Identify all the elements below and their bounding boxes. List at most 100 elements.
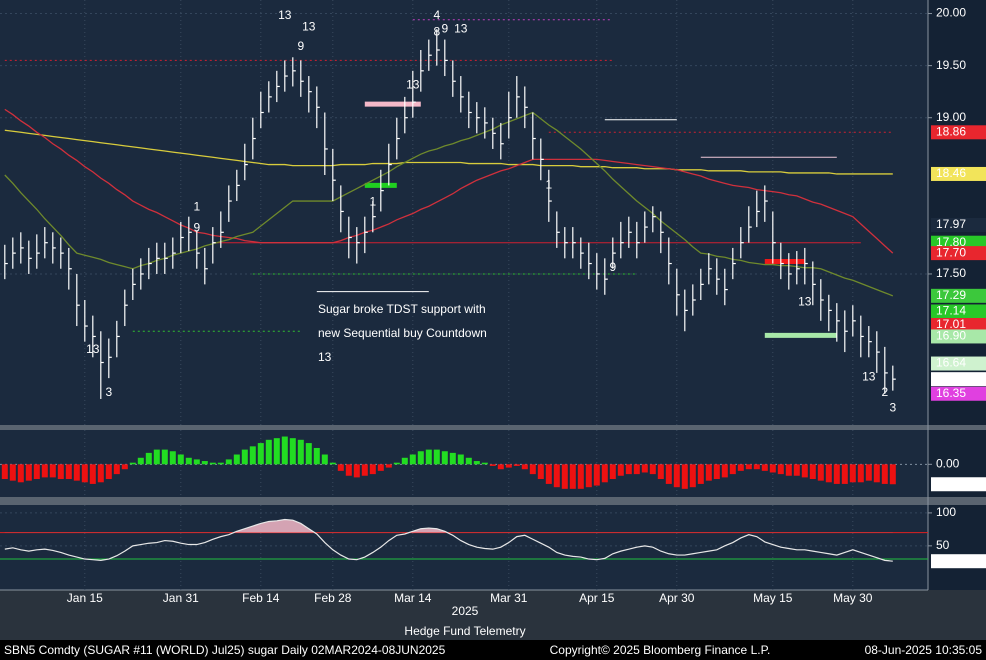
histogram-bar xyxy=(129,462,136,465)
histogram-bar xyxy=(161,449,168,465)
histogram-bar xyxy=(585,464,592,488)
panel-divider xyxy=(0,425,986,430)
histogram-bar xyxy=(321,454,328,465)
histogram-bar xyxy=(865,464,872,481)
price-panel xyxy=(0,0,928,425)
td-count: 3 xyxy=(889,401,896,415)
histogram-bar xyxy=(177,454,184,465)
price-tag xyxy=(931,304,986,319)
moving-average xyxy=(4,129,893,175)
td-count: 13 xyxy=(862,369,876,383)
histogram-bar xyxy=(281,436,288,465)
histogram-bar xyxy=(457,454,464,465)
histogram-bar xyxy=(473,461,480,465)
histogram-bar xyxy=(769,464,776,473)
price-tag-label: 17.29 xyxy=(936,288,966,302)
td-count: 1 xyxy=(369,194,376,208)
td-count: 2 xyxy=(881,385,888,399)
price-tag xyxy=(931,125,986,140)
price-tag-label: 16.90 xyxy=(936,329,966,343)
price-tag xyxy=(931,372,986,387)
x-tick-label: Feb 28 xyxy=(314,591,352,605)
td-count: 9 xyxy=(297,39,304,53)
histogram-bar xyxy=(529,464,536,475)
td-count: 13 xyxy=(86,342,100,356)
histogram-bar xyxy=(881,464,888,484)
histogram-bar xyxy=(201,461,208,465)
histogram-bar xyxy=(793,464,800,476)
histogram-bar xyxy=(521,464,528,470)
price-tag-label: 16.49 xyxy=(936,371,966,385)
price-tag-label: 17.14 xyxy=(936,304,966,318)
x-tick-label: Mar 31 xyxy=(490,591,528,605)
td-count: 13 xyxy=(406,78,420,92)
histogram-bar xyxy=(225,459,232,465)
histogram-bar xyxy=(513,464,520,466)
y-tick-label: 100 xyxy=(936,505,956,519)
histogram-bar xyxy=(337,464,344,471)
histogram-bar xyxy=(9,464,16,481)
td-count: 9 xyxy=(441,21,448,35)
price-tag-label: -1.2195 xyxy=(936,476,977,490)
histogram-bar xyxy=(17,464,24,483)
td-count: 9 xyxy=(193,220,200,234)
price-tag xyxy=(931,318,986,332)
histogram-bar xyxy=(305,443,312,465)
price-tag-label: 17.80 xyxy=(936,235,966,249)
histogram-bar xyxy=(649,464,656,475)
x-tick-label: Apr 15 xyxy=(579,591,615,605)
histogram-bar xyxy=(89,464,96,484)
td-count: 1 xyxy=(193,199,200,213)
histogram-bar xyxy=(617,464,624,476)
histogram-bar xyxy=(801,464,808,478)
price-tag xyxy=(931,218,986,232)
histogram-bar xyxy=(169,451,176,465)
histogram-bar xyxy=(313,447,320,465)
td-count: 4 xyxy=(433,8,440,22)
td-count: 1 xyxy=(545,178,552,192)
histogram-bar xyxy=(81,464,88,483)
histogram-bar xyxy=(609,464,616,480)
histogram-bar xyxy=(497,464,504,470)
histogram-bar xyxy=(41,464,48,478)
histogram-bar xyxy=(409,454,416,465)
histogram-bar xyxy=(273,438,280,465)
price-tag xyxy=(931,386,986,401)
rsi-panel xyxy=(0,505,928,590)
histogram-bar xyxy=(697,464,704,484)
x-tick-label: May 15 xyxy=(753,591,793,605)
histogram-bar xyxy=(209,462,216,465)
histogram-bar xyxy=(249,446,256,465)
price-tag-label: 17.97 xyxy=(936,217,966,231)
histogram-bar xyxy=(73,464,80,481)
histogram-bar xyxy=(641,464,648,473)
histogram-bar xyxy=(737,464,744,471)
histogram-bar xyxy=(369,464,376,475)
histogram-bar xyxy=(433,449,440,465)
histogram-bar xyxy=(377,464,384,471)
histogram-bar xyxy=(553,464,560,488)
histogram-bar xyxy=(633,464,640,475)
histogram-bar xyxy=(297,439,304,465)
histogram-bar xyxy=(713,464,720,480)
td-count: 13 xyxy=(798,294,812,308)
histogram-bar xyxy=(825,464,832,483)
y-tick-label: 0.00 xyxy=(936,456,960,470)
x-tick-label: Feb 14 xyxy=(242,591,280,605)
histogram-bar xyxy=(785,464,792,476)
rsi-axis-area xyxy=(928,505,986,590)
histogram-bar xyxy=(185,457,192,465)
annotation: Sugar broke TDST support with xyxy=(318,302,486,316)
histogram-bar xyxy=(673,464,680,488)
histogram-bar xyxy=(329,462,336,465)
histogram-bar xyxy=(265,439,272,465)
td-count: 13 xyxy=(302,19,316,33)
price-tag xyxy=(931,288,986,303)
x-axis-area xyxy=(0,590,986,640)
histogram-bar xyxy=(105,464,112,480)
histogram-bar xyxy=(577,464,584,489)
histogram-bar xyxy=(57,464,64,480)
histogram-bar xyxy=(425,449,432,465)
